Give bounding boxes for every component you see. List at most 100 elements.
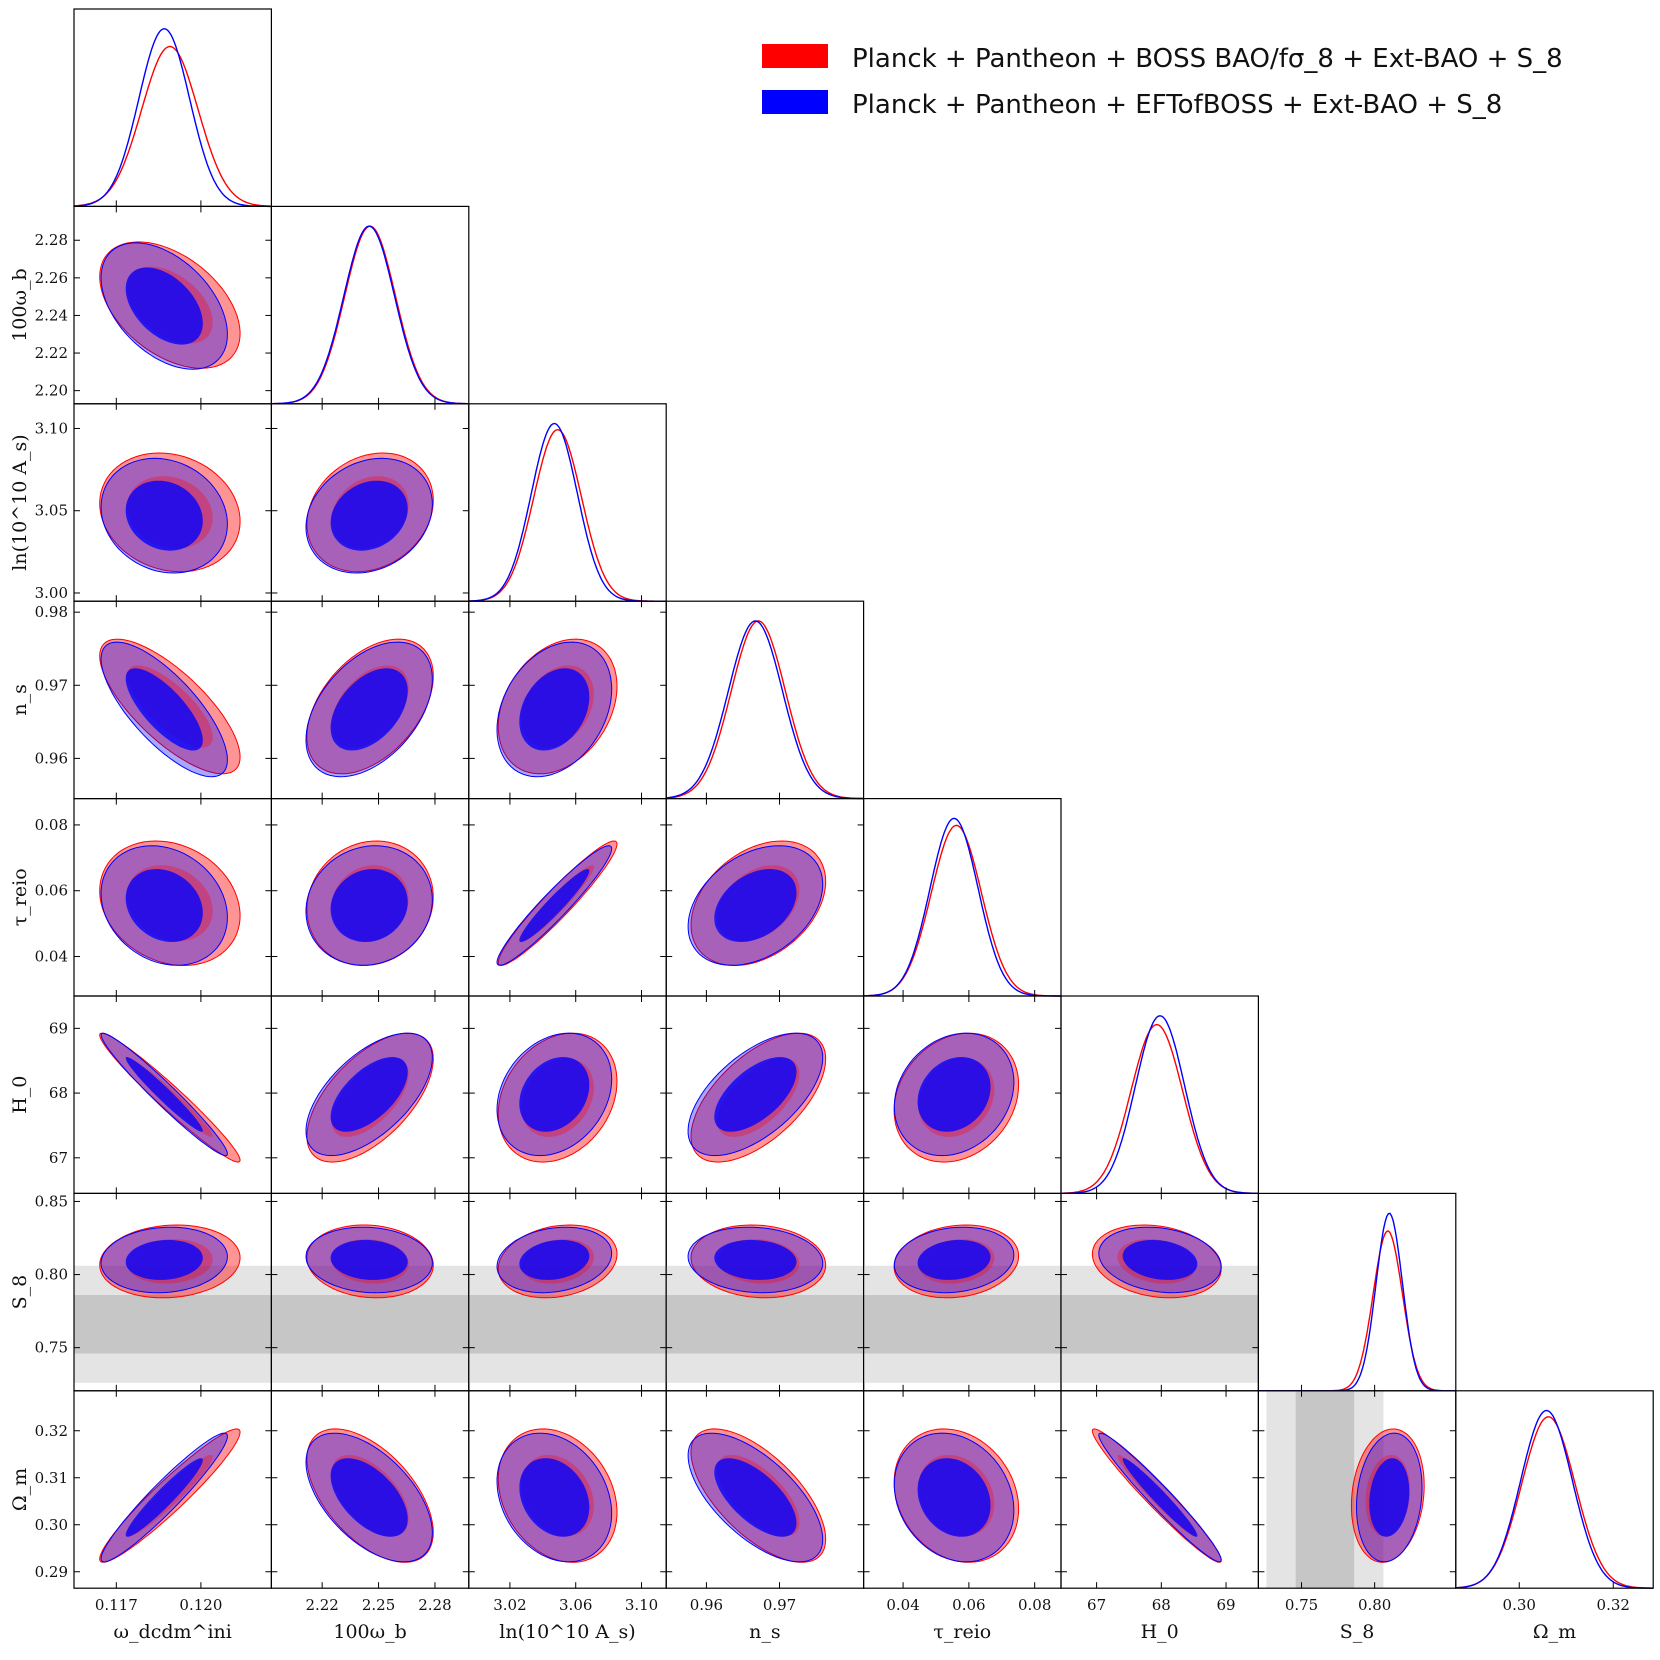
contour-blue-1sigma [125,668,203,751]
1d-posterior-blue [1258,1212,1456,1392]
y-tick-label: 0.04 [35,948,68,966]
contour-blue-1sigma [1369,1458,1410,1537]
x-tick-label: 3.06 [559,1596,592,1614]
1d-posterior-blue [863,817,1061,997]
panel-1d-S8 [1257,1192,1457,1392]
y-tick-label: 2.20 [35,382,68,400]
prior-band-1sigma [74,1295,272,1354]
panel-frame [665,600,865,800]
1d-posterior-red [468,428,667,602]
x-axis-label-H0: H_0 [1141,1621,1179,1643]
x-tick-label: 2.22 [305,1596,338,1614]
panel-Om-vs-ns [665,1390,865,1589]
panel-1d-ns [665,600,865,800]
y-tick-label: 2.22 [35,344,68,362]
y-tick-label: 0.97 [35,676,68,694]
contour-blue-1sigma [917,1057,991,1132]
panel-ns-vs-omega_b [270,600,470,800]
x-tick-label: 0.30 [1503,1596,1536,1614]
1d-posterior-red [666,620,864,800]
contour-blue-1sigma [125,480,203,551]
prior-band-1sigma-vertical [1295,1390,1355,1589]
x-tick-label: 0.80 [1358,1596,1391,1614]
contour-blue-1sigma [330,1239,408,1280]
y-axis-label-omega_b: 100ω_b [9,268,31,341]
panel-tau-vs-omega_dcdm_ini [73,797,272,997]
1d-posterior-blue [1455,1409,1654,1589]
y-tick-label: 69 [49,1019,68,1037]
panel-Om-vs-tau [862,1390,1062,1589]
1d-posterior-blue [468,422,667,602]
panel-S8-vs-omega_b [270,1192,470,1392]
panel-Om-vs-omega_b [270,1390,470,1589]
1d-posterior-blue [666,620,864,800]
x-tick-label: 0.97 [763,1596,796,1614]
y-tick-label: 0.30 [35,1516,68,1534]
panel-H0-vs-omega_b [270,995,470,1194]
panel-tau-vs-ns [665,797,865,997]
y-tick-label: 67 [49,1149,68,1167]
1d-posterior-blue [271,225,469,405]
panel-frame [1455,1390,1654,1589]
panel-S8-vs-omega_dcdm_ini [73,1192,272,1392]
contour-blue-1sigma [519,1239,590,1280]
panel-Om-vs-omega_dcdm_ini [73,1390,272,1589]
1d-posterior-red [863,824,1061,997]
panel-tau-vs-omega_b [270,797,470,997]
panel-Om-vs-H0 [1060,1390,1259,1589]
contour-blue-1sigma [125,1057,203,1132]
panel-tau-vs-lnAs [468,797,667,997]
tick-labels: 0.117 0.120 2.22 2.25 2.28 3.02 3.06 3.10 0.96 0.… [35,231,1630,1614]
1d-posterior-blue [1061,1015,1259,1194]
y-tick-label: 0.80 [35,1266,68,1284]
prior-band-1sigma [271,1295,469,1354]
x-tick-label: 0.06 [952,1596,985,1614]
axis-labels: ω_dcdm^ini 100ω_b ln(10^10 A_s) n_s τ_reio H_… [9,268,1576,1643]
panel-Om-vs-lnAs [468,1390,667,1589]
1d-posterior-red [1258,1230,1456,1392]
contour-blue-1sigma [519,869,590,942]
y-axis-label-S8: S_8 [9,1275,31,1310]
legend: Planck + Pantheon + BOSS BAO/fσ_8 + Ext-… [762,44,1563,120]
contour-blue-1sigma [519,1458,590,1537]
x-tick-label: 3.10 [625,1596,658,1614]
panel-1d-omega_b [270,205,470,405]
panel-1d-omega_dcdm_ini [73,8,272,208]
contour-blue-1sigma [125,869,203,942]
x-tick-label: 0.75 [1285,1596,1318,1614]
x-tick-label: 68 [1152,1596,1171,1614]
legend-swatch-blue [762,90,828,114]
contour-blue-1sigma [330,869,408,942]
1d-posterior-red [271,225,469,405]
y-tick-label: 0.96 [35,749,68,767]
y-tick-label: 0.06 [35,882,68,900]
contour-blue-1sigma [330,1458,408,1537]
x-axis-label-omega_dcdm_ini: ω_dcdm^ini [114,1621,232,1643]
contour-blue-1sigma [714,1239,797,1280]
x-axis-label-ns: n_s [749,1621,781,1643]
x-axis-label-lnAs: ln(10^10 A_s) [499,1621,635,1643]
legend-label-red: Planck + Pantheon + BOSS BAO/fσ_8 + Ext-… [852,44,1563,74]
panel-1d-H0 [1060,995,1259,1194]
legend-label-blue: Planck + Pantheon + EFTofBOSS + Ext-BAO … [852,90,1502,120]
panel-lnAs-vs-omega_dcdm_ini [73,403,272,602]
contour-blue-1sigma [1122,1239,1198,1280]
x-tick-label: 0.96 [690,1596,723,1614]
contour-blue-1sigma [330,1057,408,1132]
contour-blue-1sigma [714,869,797,942]
1d-posterior-red [1455,1416,1654,1589]
contour-blue-1sigma [917,1239,991,1280]
panel-1d-lnAs [468,403,667,602]
panel-S8-vs-lnAs [468,1192,667,1392]
contour-blue-1sigma [714,1458,797,1537]
panel-ns-vs-omega_dcdm_ini [73,600,272,800]
prior-band-1sigma [666,1295,864,1354]
panel-frame [1257,1192,1457,1392]
y-tick-label: 2.24 [35,306,68,324]
y-tick-label: 0.75 [35,1339,68,1357]
x-tick-label: 0.120 [179,1596,222,1614]
1d-posterior-red [73,45,272,207]
y-tick-label: 0.31 [35,1469,68,1487]
y-axis-label-tau: τ_reio [9,868,31,926]
